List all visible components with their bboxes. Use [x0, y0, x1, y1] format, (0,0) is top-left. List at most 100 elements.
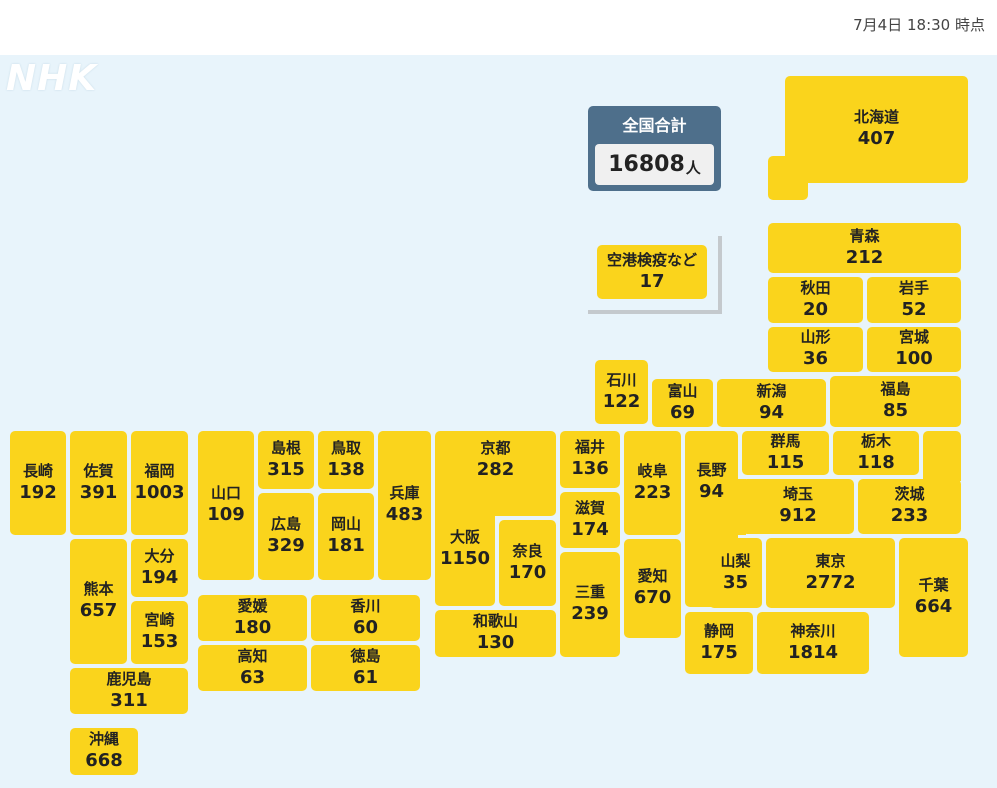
- tile-aomori-count: 212: [845, 246, 884, 268]
- tile-fukui[interactable]: 福井 136: [560, 431, 620, 488]
- tile-osaka-count: 1150: [439, 547, 491, 569]
- tile-nara[interactable]: 奈良 170: [499, 520, 556, 606]
- tile-miyagi[interactable]: 宮城 100: [867, 327, 961, 372]
- tile-nara-name: 奈良: [512, 541, 543, 560]
- tile-fukuoka-name: 福岡: [144, 461, 175, 480]
- tile-miyazaki-count: 153: [140, 631, 179, 652]
- nhk-logo: NHK: [6, 58, 98, 99]
- tile-tochigi-name: 栃木: [860, 431, 891, 450]
- tile-yamagata-count: 36: [802, 348, 829, 369]
- tile-tokyo-name: 東京: [815, 551, 846, 570]
- tile-tochigi-count: 118: [857, 451, 895, 473]
- tile-ehime[interactable]: 愛媛 180: [198, 595, 307, 641]
- tile-shiga[interactable]: 滋賀 174: [560, 492, 620, 548]
- tile-wakayama[interactable]: 和歌山 130: [435, 610, 556, 657]
- tile-gunma-count: 115: [766, 451, 805, 473]
- tile-ibaraki-count: 233: [890, 505, 929, 526]
- tile-fukushima[interactable]: 福島 85: [830, 376, 961, 427]
- tile-gifu-name: 岐阜: [637, 461, 668, 480]
- tile-kagawa[interactable]: 香川 60: [311, 595, 420, 641]
- tile-hiroshima[interactable]: 広島 329: [258, 493, 314, 580]
- tile-hokkaido-extension[interactable]: [768, 156, 808, 200]
- tile-kumamoto[interactable]: 熊本 657: [70, 539, 127, 664]
- tile-toyama[interactable]: 富山 69: [652, 379, 713, 427]
- tile-mie[interactable]: 三重 239: [560, 552, 620, 657]
- tile-ibaraki-name: 茨城: [894, 485, 925, 503]
- tile-akita-count: 20: [802, 298, 829, 320]
- tile-yamagata[interactable]: 山形 36: [768, 327, 863, 372]
- tile-fukushima-count: 85: [882, 400, 909, 421]
- tile-kagoshima[interactable]: 鹿児島 311: [70, 668, 188, 714]
- tile-nagano-name: 長野: [696, 461, 727, 479]
- timestamp: 7月4日 18:30 時点: [853, 16, 985, 34]
- tile-okinawa-count: 668: [85, 750, 123, 771]
- tile-saga-count: 391: [79, 481, 118, 503]
- tile-airport-quarantine[interactable]: 空港検疫など 17: [597, 245, 707, 299]
- tile-niigata-count: 94: [758, 401, 785, 423]
- tile-saga[interactable]: 佐賀 391: [70, 431, 127, 535]
- tile-osaka[interactable]: 大阪 1150: [435, 492, 495, 606]
- tile-chiba-name: 千葉: [918, 576, 949, 594]
- tile-miyagi-count: 100: [895, 348, 933, 369]
- tile-shizuoka-count: 175: [700, 641, 738, 663]
- tile-okayama[interactable]: 岡山 181: [318, 493, 374, 580]
- tile-yamanashi[interactable]: 山梨 35: [709, 538, 762, 608]
- tile-shiga-name: 滋賀: [574, 498, 605, 517]
- tile-nagano-count: 94: [698, 481, 725, 502]
- national-total-value: 16808: [608, 152, 685, 177]
- tile-tottori[interactable]: 鳥取 138: [318, 431, 374, 489]
- tile-nagasaki-name: 長崎: [22, 461, 53, 480]
- tile-shizuoka[interactable]: 静岡 175: [685, 612, 753, 674]
- national-total-box: 全国合計 16808 人: [588, 106, 721, 191]
- tile-tokushima[interactable]: 徳島 61: [311, 645, 420, 691]
- tile-gifu[interactable]: 岐阜 223: [624, 431, 681, 535]
- tile-tochigi[interactable]: 栃木 118: [833, 431, 919, 475]
- tile-hokkaido[interactable]: 北海道 407: [785, 76, 968, 183]
- airport-divider-vertical: [718, 236, 722, 312]
- tile-gunma-name: 群馬: [770, 431, 801, 450]
- tile-aomori[interactable]: 青森 212: [768, 223, 961, 273]
- tile-ishikawa-name: 石川: [606, 370, 637, 389]
- tile-kanagawa-count: 1814: [787, 641, 839, 663]
- tile-gunma[interactable]: 群馬 115: [742, 431, 829, 475]
- tile-shimane[interactable]: 島根 315: [258, 431, 314, 489]
- tile-yamaguchi-count: 109: [207, 504, 245, 525]
- tile-oita[interactable]: 大分 194: [131, 539, 188, 597]
- tile-kanagawa[interactable]: 神奈川 1814: [757, 612, 869, 674]
- tile-osaka-name: 大阪: [449, 527, 480, 546]
- tile-nagasaki[interactable]: 長崎 192: [10, 431, 66, 535]
- tile-oita-name: 大分: [144, 546, 175, 565]
- tile-aichi-count: 670: [633, 587, 672, 608]
- tile-yamaguchi[interactable]: 山口 109: [198, 431, 254, 580]
- tile-fukuoka[interactable]: 福岡 1003: [131, 431, 188, 535]
- tile-ishikawa[interactable]: 石川 122: [595, 360, 648, 424]
- tile-okinawa-name: 沖縄: [88, 730, 119, 748]
- tile-niigata-name: 新潟: [756, 381, 787, 400]
- tile-chiba[interactable]: 千葉 664: [899, 538, 968, 657]
- tile-tokyo[interactable]: 東京 2772: [766, 538, 895, 608]
- tile-kyoto-count: 282: [476, 459, 515, 480]
- tile-kochi-name: 高知: [237, 646, 268, 665]
- tile-iwate-name: 岩手: [898, 278, 929, 297]
- tile-ishikawa-count: 122: [602, 390, 641, 412]
- tile-kyoto-name: 京都: [480, 439, 511, 457]
- tile-okinawa[interactable]: 沖縄 668: [70, 728, 138, 775]
- tile-airport-quarantine-name: 空港検疫など: [606, 250, 697, 269]
- tile-miyazaki[interactable]: 宮崎 153: [131, 601, 188, 664]
- tile-iwate[interactable]: 岩手 52: [867, 277, 961, 323]
- tile-tottori-name: 鳥取: [330, 438, 361, 457]
- tile-hyogo[interactable]: 兵庫 483: [378, 431, 431, 580]
- tile-kagoshima-count: 311: [110, 689, 148, 711]
- tile-saitama[interactable]: 埼玉 912: [742, 479, 854, 534]
- airport-divider-horizontal: [588, 310, 722, 314]
- tile-tokyo-count: 2772: [805, 571, 856, 593]
- tile-akita[interactable]: 秋田 20: [768, 277, 863, 323]
- tile-gifu-count: 223: [633, 481, 672, 503]
- tile-shimane-name: 島根: [270, 438, 301, 457]
- tile-aichi[interactable]: 愛知 670: [624, 539, 681, 638]
- tile-ibaraki-upper[interactable]: [923, 431, 961, 481]
- tile-ibaraki[interactable]: 茨城 233: [858, 479, 961, 534]
- tile-kochi[interactable]: 高知 63: [198, 645, 307, 691]
- national-total-label: 全国合計: [622, 116, 687, 135]
- tile-niigata[interactable]: 新潟 94: [717, 379, 826, 427]
